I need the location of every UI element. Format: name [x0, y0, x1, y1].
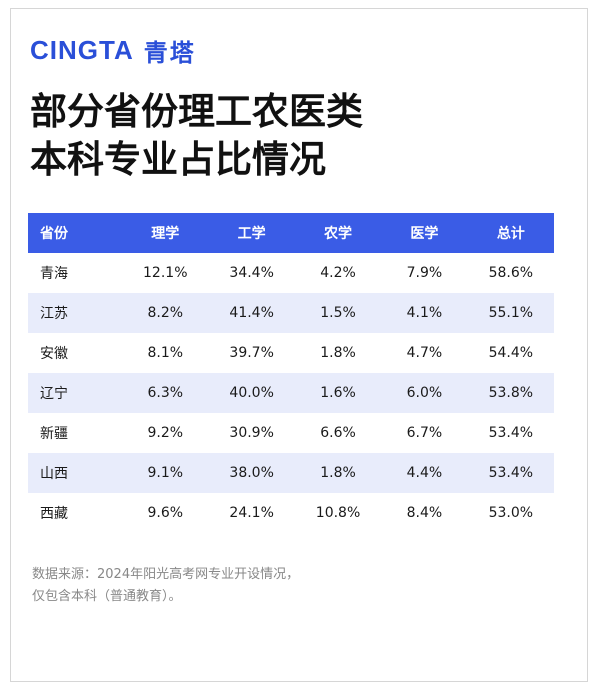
title-line-1: 部分省份理工农医类: [30, 90, 363, 133]
table-cell: 40.0%: [229, 385, 274, 401]
table-cell: 8.2%: [147, 305, 184, 321]
table-cell: 39.7%: [229, 345, 274, 361]
table-cell: 4.7%: [406, 345, 443, 361]
table-cell: 6.0%: [406, 385, 443, 401]
table-cell: 10.8%: [315, 505, 361, 521]
brand-name-en: CINGTA: [30, 34, 134, 65]
table-cell: 4.4%: [406, 465, 443, 481]
table-cell: 6.6%: [320, 425, 356, 441]
table-cell: 38.0%: [229, 465, 274, 481]
table-cell: 58.6%: [488, 265, 534, 281]
table-row: 新疆 9.2% 30.9% 6.6% 6.7% 53.4%: [28, 413, 554, 453]
province-cell: 新疆: [40, 426, 68, 442]
table-cell: 8.4%: [406, 505, 443, 521]
header-cell: 总计: [496, 226, 525, 242]
source-note: 数据来源：2024年阳光高考网专业开设情况， 仅包含本科（普通教育）。: [32, 564, 299, 608]
table-row: 青海 12.1% 34.4% 4.2% 7.9% 58.6%: [28, 253, 554, 293]
table-cell: 9.6%: [147, 505, 184, 521]
table-cell: 53.0%: [488, 505, 534, 521]
table-cell: 4.1%: [406, 305, 443, 321]
table-cell: 30.9%: [229, 425, 274, 441]
province-cell: 西藏: [40, 506, 68, 522]
table-row: 山西 9.1% 38.0% 1.8% 4.4% 53.4%: [28, 453, 554, 493]
table-row: 安徽 8.1% 39.7% 1.8% 4.7% 54.4%: [28, 333, 554, 373]
data-table: 省份 理学 工学 农学 医学 总计 青海 12.1% 34.4% 4.2% 7.…: [28, 213, 554, 533]
table-cell: 6.3%: [147, 385, 184, 401]
province-cell: 江苏: [40, 306, 68, 322]
province-cell: 安徽: [40, 346, 68, 362]
table-cell: 34.4%: [229, 265, 274, 281]
table-row: 西藏 9.6% 24.1% 10.8% 8.4% 53.0%: [28, 493, 554, 533]
table-cell: 53.4%: [488, 425, 534, 441]
table-cell: 53.8%: [488, 385, 534, 401]
table-cell: 1.8%: [320, 465, 356, 481]
source-note-line-1: 数据来源：2024年阳光高考网专业开设情况，: [32, 567, 300, 582]
table-header-row: 省份 理学 工学 农学 医学 总计: [28, 213, 554, 253]
table-cell: 7.9%: [406, 265, 443, 281]
table-row: 辽宁 6.3% 40.0% 1.6% 6.0% 53.8%: [28, 373, 554, 413]
table-row: 江苏 8.2% 41.4% 1.5% 4.1% 55.1%: [28, 293, 554, 333]
table-cell: 55.1%: [488, 305, 534, 321]
table-cell: 9.1%: [147, 465, 184, 481]
table-cell: 8.1%: [147, 345, 184, 361]
table-cell: 6.7%: [406, 425, 443, 441]
table-cell: 1.6%: [320, 385, 356, 401]
province-cell: 辽宁: [40, 386, 68, 402]
table-cell: 53.4%: [488, 465, 534, 481]
table-cell: 54.4%: [488, 345, 534, 361]
page-title: 部分省份理工农医类 本科专业占比情况: [30, 88, 550, 184]
table-cell: 9.2%: [147, 425, 184, 441]
header-cell: 医学: [410, 226, 439, 242]
source-note-line-2: 仅包含本科（普通教育）。: [32, 589, 182, 604]
province-cell: 青海: [40, 266, 68, 282]
table-cell: 12.1%: [143, 265, 188, 281]
header-cell: 农学: [324, 226, 353, 242]
table-cell: 41.4%: [229, 305, 274, 321]
table-cell: 4.2%: [320, 265, 356, 281]
table-cell: 24.1%: [229, 505, 274, 521]
table-cell: 1.8%: [320, 345, 356, 361]
brand-logo: CINGTA 青塔: [30, 30, 196, 70]
province-cell: 山西: [40, 466, 68, 482]
table-cell: 1.5%: [320, 305, 356, 321]
brand-name-cn: 青塔: [143, 38, 196, 67]
header-cell: 工学: [237, 226, 266, 242]
header-cell: 省份: [40, 226, 68, 242]
title-line-2: 本科专业占比情况: [30, 138, 326, 181]
header-cell: 理学: [151, 226, 180, 242]
